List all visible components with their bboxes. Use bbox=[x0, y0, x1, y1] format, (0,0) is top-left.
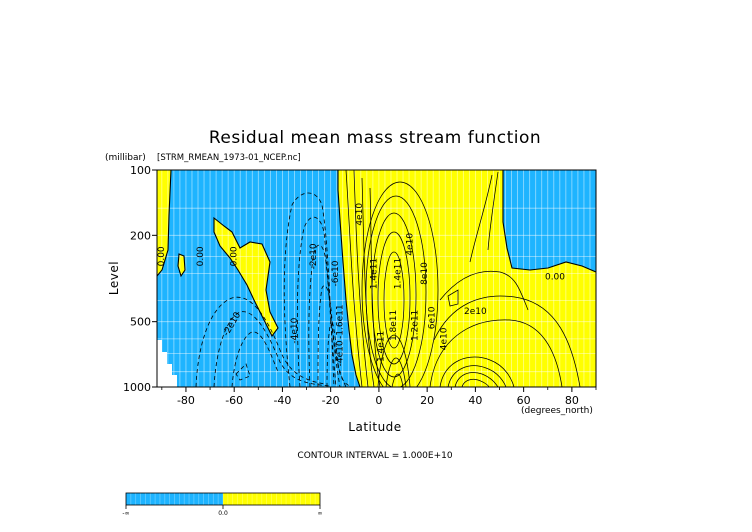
x-tick-label: 0 bbox=[375, 394, 382, 407]
contour-label: 1.4e11 bbox=[394, 258, 404, 289]
x-tick-label: -60 bbox=[225, 394, 243, 407]
x-tick-label: 60 bbox=[517, 394, 531, 407]
colorbar-label-zero: 0.0 bbox=[218, 510, 228, 517]
x-axis-label: Latitude bbox=[348, 420, 401, 434]
colorbar-positive bbox=[223, 493, 320, 505]
y-tick-label: 1000 bbox=[123, 381, 151, 394]
contour-label: 4e10 bbox=[406, 233, 416, 256]
colorbar-negative bbox=[126, 493, 223, 505]
x-tick-label: -20 bbox=[322, 394, 340, 407]
contour-label: 6e10 bbox=[427, 306, 437, 329]
contour-label: 1.4e11 bbox=[377, 331, 387, 362]
y-tick-label: 200 bbox=[130, 229, 151, 242]
x-tick-label: -40 bbox=[273, 394, 291, 407]
y-axis-label: Level bbox=[107, 261, 121, 295]
colorbar-label-max: ∞ bbox=[318, 510, 323, 517]
contour-label: -4e10 bbox=[336, 340, 346, 366]
colorbar-label-min: -∞ bbox=[122, 510, 129, 517]
contour-label: 4e10 bbox=[355, 203, 365, 226]
positive-region-tropics bbox=[338, 170, 596, 387]
contour-label: 0.00 bbox=[157, 246, 167, 266]
y-tick-label: 100 bbox=[130, 164, 151, 177]
positive-contours bbox=[345, 170, 581, 387]
chart-title: Residual mean mass stream function bbox=[209, 128, 541, 148]
colorbar: -∞ 0.0 ∞ bbox=[122, 492, 323, 517]
contour-label: 0.00 bbox=[196, 246, 206, 266]
x-tick-label: 80 bbox=[565, 394, 579, 407]
contour-label: -4e10 bbox=[290, 317, 300, 343]
x-axis: -80 -60 -40 -20 0 20 40 60 80 bbox=[161, 387, 597, 407]
contour-labels: 0.00 0.00 0.00-2e10 -4e10-2e10-6e10-1.6e11-… bbox=[157, 203, 565, 367]
chart-subtitle: [STRM_RMEAN_1973-01_NCEP.nc] bbox=[157, 153, 301, 163]
x-tick-label: 40 bbox=[468, 394, 482, 407]
contour-label: -2e10 bbox=[309, 243, 319, 269]
contour-label: 0.00 bbox=[230, 246, 240, 266]
x-units-label: (degrees_north) bbox=[521, 406, 593, 416]
contour-label: 1.4e11 bbox=[370, 258, 380, 289]
contour-label: 1.2e11 bbox=[411, 310, 421, 341]
contour-label: -1.6e11 bbox=[336, 304, 346, 339]
grid-lines bbox=[157, 170, 596, 387]
y-tick-label: 500 bbox=[130, 316, 151, 329]
x-tick-label: 20 bbox=[420, 394, 434, 407]
contour-label: 0.00 bbox=[545, 273, 565, 283]
zero-contours bbox=[157, 170, 596, 387]
plot-area: 0.00 0.00 0.00-2e10 -4e10-2e10-6e10-1.6e11-… bbox=[157, 170, 596, 387]
negative-contours bbox=[195, 192, 353, 387]
y-axis: 100 200 500 1000 bbox=[123, 164, 157, 394]
contour-label: -6e10 bbox=[331, 260, 341, 286]
y-units-label: (millibar) bbox=[105, 153, 146, 163]
contour-interval-text: CONTOUR INTERVAL = 1.000E+10 bbox=[297, 451, 452, 461]
contour-label: 8e10 bbox=[420, 262, 430, 285]
plot-border bbox=[156, 169, 597, 388]
x-tick-label: -80 bbox=[177, 394, 195, 407]
contour-label: 4e10 bbox=[439, 327, 449, 350]
contour-label: 1.8e11 bbox=[389, 310, 399, 341]
contour-label: 2e10 bbox=[464, 307, 487, 317]
